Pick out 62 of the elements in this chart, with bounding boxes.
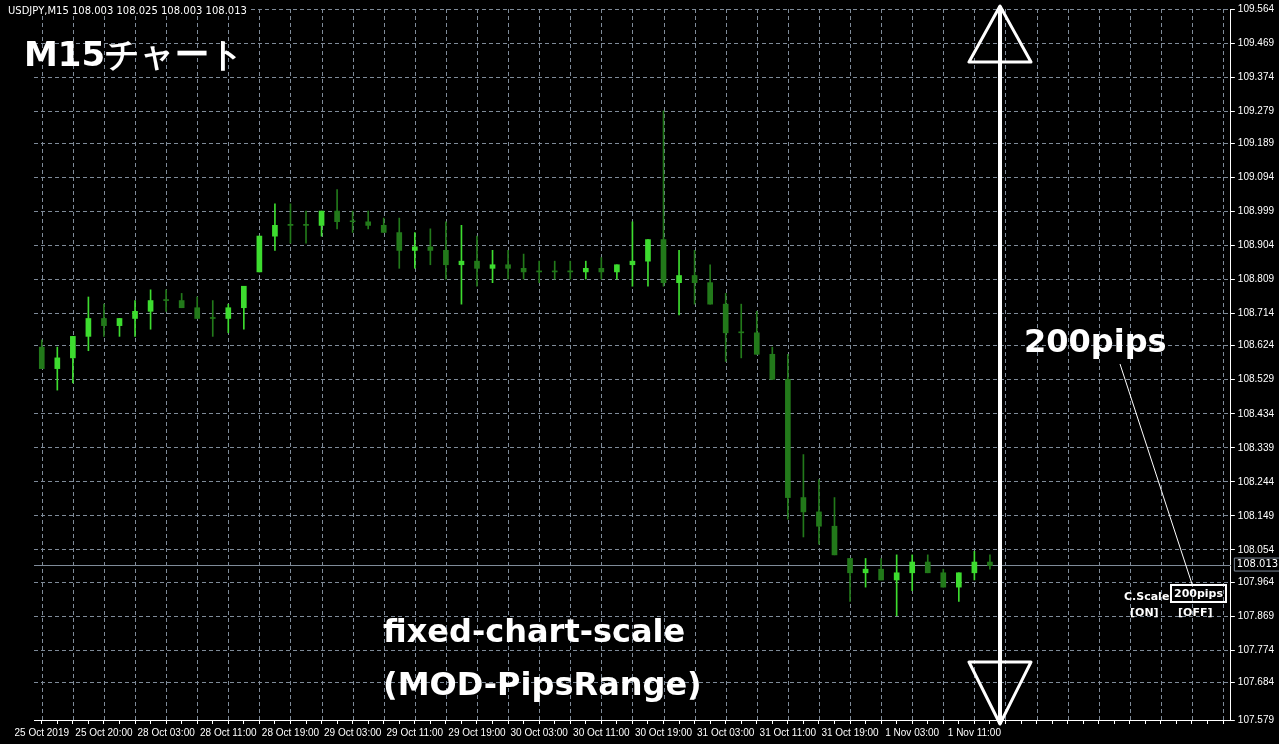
candlestick (132, 300, 138, 337)
x-tick-label: 28 Oct 11:00 (200, 726, 257, 738)
y-tick-label: 107.684 (1237, 676, 1275, 688)
y-tick-label: 108.714 (1237, 307, 1275, 319)
annotation: 200pips (1170, 584, 1228, 603)
candlestick (209, 300, 216, 337)
candlestick (816, 479, 822, 545)
x-tick-label: 29 Oct 19:00 (448, 726, 507, 738)
candlestick (101, 303, 107, 337)
annotation: [ON] (1130, 606, 1159, 619)
x-tick-label: 28 Oct 03:00 (137, 726, 196, 738)
y-tick-label: 108.244 (1237, 475, 1275, 487)
candlestick (474, 235, 480, 287)
y-tick-label: 108.149 (1237, 509, 1275, 521)
y-tick-label: 109.094 (1237, 171, 1275, 183)
annotation: [OFF] (1178, 606, 1213, 619)
y-tick-label: 107.964 (1237, 575, 1275, 587)
annotation: C.Scale (1124, 590, 1170, 603)
y-tick-label: 109.374 (1237, 70, 1275, 82)
candlestick (163, 289, 169, 312)
y-tick-label: 108.624 (1237, 339, 1275, 351)
chart-title: USDJPY,M15 108.003 108.025 108.003 108.013 (6, 5, 249, 16)
y-tick-label: 109.564 (1237, 2, 1275, 14)
y-tick-label: 108.054 (1237, 543, 1275, 555)
candlestick (411, 232, 418, 269)
x-tick-label: 30 Oct 03:00 (510, 726, 569, 738)
ref-line-label: 108.013 (1236, 558, 1279, 570)
x-tick-label: 30 Oct 11:00 (573, 726, 631, 738)
x-tick-label: 25 Oct 2019 (14, 726, 70, 738)
candlestick (272, 203, 278, 251)
y-tick-label: 107.869 (1237, 609, 1275, 621)
y-tick-label: 109.469 (1237, 36, 1275, 48)
candlestick (443, 221, 449, 280)
x-tick-label: 25 Oct 20:00 (75, 726, 134, 738)
x-tick-label: 1 Nov 11:00 (947, 726, 1002, 738)
y-tick-label: 108.529 (1237, 373, 1275, 385)
x-tick-label: 28 Oct 19:00 (261, 726, 320, 738)
y-tick-label: 108.904 (1237, 239, 1275, 251)
y-tick-label: 107.774 (1237, 643, 1275, 655)
candlestick (676, 250, 682, 316)
x-tick-label: 29 Oct 03:00 (324, 726, 382, 738)
y-tick-label: 108.434 (1237, 407, 1275, 419)
annotation: fixed-chart-scale (383, 612, 686, 650)
candlestick (303, 210, 309, 244)
x-tick-label: 31 Oct 03:00 (697, 726, 755, 738)
candlestick (505, 250, 511, 280)
x-tick-label: 31 Oct 19:00 (821, 726, 880, 738)
x-tick-label: 30 Oct 19:00 (634, 726, 693, 738)
annotation: M15チャート (24, 33, 245, 76)
y-tick-label: 109.279 (1237, 104, 1275, 116)
y-tick-label: 108.999 (1237, 205, 1275, 217)
candlestick (582, 260, 589, 280)
annotation: 200pips (1024, 322, 1167, 360)
annotation: (MOD-PipsRange) (383, 665, 702, 703)
y-tick-label: 108.809 (1237, 273, 1275, 285)
y-tick-label: 107.579 (1237, 713, 1275, 725)
x-tick-label: 1 Nov 03:00 (885, 726, 940, 738)
y-tick-label: 109.189 (1237, 137, 1275, 149)
candlestick (738, 303, 745, 359)
x-tick-label: 29 Oct 11:00 (386, 726, 444, 738)
x-tick-label: 31 Oct 11:00 (759, 726, 817, 738)
y-tick-label: 108.339 (1237, 441, 1275, 453)
